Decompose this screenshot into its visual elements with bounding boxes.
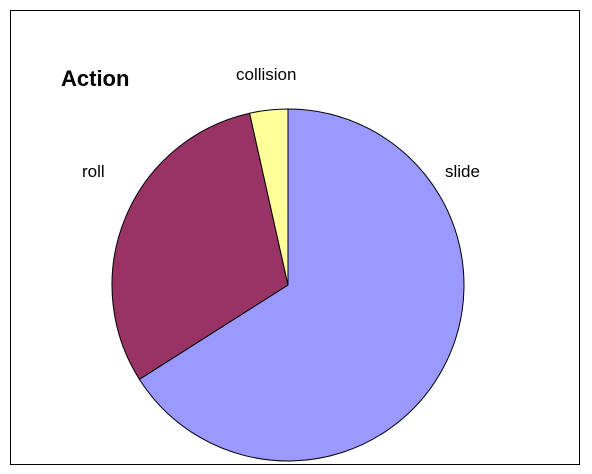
slice-label-roll: roll — [82, 162, 105, 181]
pie-slice-slide — [138, 108, 465, 462]
chart-title: Action — [61, 66, 129, 91]
pie-slices — [111, 108, 465, 462]
pie-slice-collision — [249, 108, 289, 286]
slice-label-collision: collision — [236, 65, 296, 84]
pie-slice-roll — [111, 112, 289, 380]
slice-label-slide: slide — [445, 162, 480, 181]
